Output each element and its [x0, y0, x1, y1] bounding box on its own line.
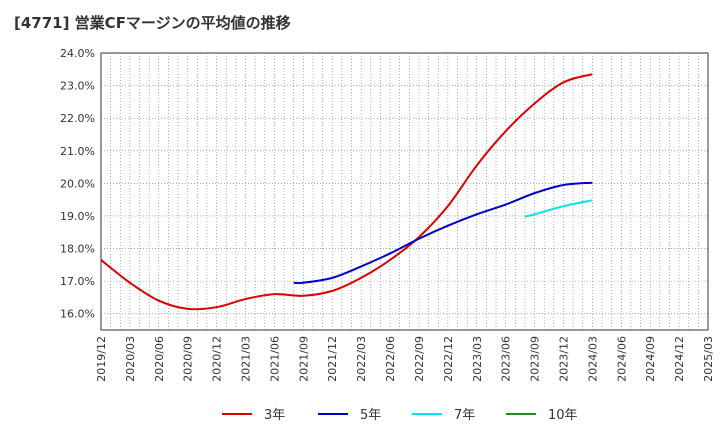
- legend-label-3: 10年: [548, 408, 578, 423]
- x-tick-label: 2024/12: [673, 336, 686, 382]
- x-tick-label: 2019/12: [95, 336, 108, 382]
- series-line-2: [524, 199, 593, 218]
- x-tick-label: 2023/12: [557, 336, 570, 382]
- y-axis-tick-labels: 16.0% 17.0% 18.0% 19.0% 20.0% 21.0% 22.0% 23.0%…: [60, 47, 95, 321]
- x-tick-label: 2021/12: [326, 336, 339, 382]
- series-line-0: [100, 73, 593, 311]
- x-tick-label: 2025/03: [702, 336, 715, 382]
- series-lines: [100, 73, 593, 311]
- chart-title: [4771] 営業CFマージンの平均値の推移: [14, 14, 291, 32]
- legend-label-2: 7年: [454, 408, 475, 423]
- x-tick-label: 2021/03: [240, 336, 253, 382]
- x-tick-label: 2022/12: [442, 336, 455, 382]
- x-tick-label: 2024/09: [644, 336, 657, 382]
- y-tick-label: 23.0%: [60, 80, 95, 93]
- y-tick-label: 18.0%: [60, 243, 95, 256]
- plot-frame: [100, 52, 709, 331]
- x-tick-label: 2023/06: [500, 336, 513, 382]
- x-tick-label: 2020/12: [211, 336, 224, 382]
- y-tick-label: 21.0%: [60, 145, 95, 158]
- y-tick-label: 16.0%: [60, 308, 95, 321]
- y-tick-label: 24.0%: [60, 47, 95, 60]
- x-tick-label: 2021/06: [268, 336, 281, 382]
- x-tick-label: 2020/06: [153, 336, 166, 382]
- y-tick-label: 19.0%: [60, 210, 95, 223]
- x-tick-label: 2022/09: [413, 336, 426, 382]
- x-tick-label: 2023/09: [529, 336, 542, 382]
- y-tick-label: 22.0%: [60, 112, 95, 125]
- plot-area: [101, 53, 708, 330]
- x-tick-label: 2022/06: [384, 336, 397, 382]
- legend-label-0: 3年: [264, 408, 285, 423]
- y-tick-label: 17.0%: [60, 275, 95, 288]
- y-tick-label: 20.0%: [60, 177, 95, 190]
- legend-label-1: 5年: [360, 408, 381, 423]
- x-tick-label: 2020/09: [182, 336, 195, 382]
- x-axis-tick-labels: 2019/12 2020/03 2020/06 2020/09 2020/12 2021/…: [95, 336, 715, 382]
- x-tick-label: 2024/03: [586, 336, 599, 382]
- legend: 3年 5年 7年 10年: [222, 408, 578, 423]
- x-tick-label: 2021/09: [297, 336, 310, 382]
- x-tick-label: 2020/03: [124, 336, 137, 382]
- x-tick-label: 2024/06: [615, 336, 628, 382]
- x-tick-label: 2023/03: [471, 336, 484, 382]
- series-line-1: [293, 181, 593, 285]
- x-tick-label: 2022/03: [355, 336, 368, 382]
